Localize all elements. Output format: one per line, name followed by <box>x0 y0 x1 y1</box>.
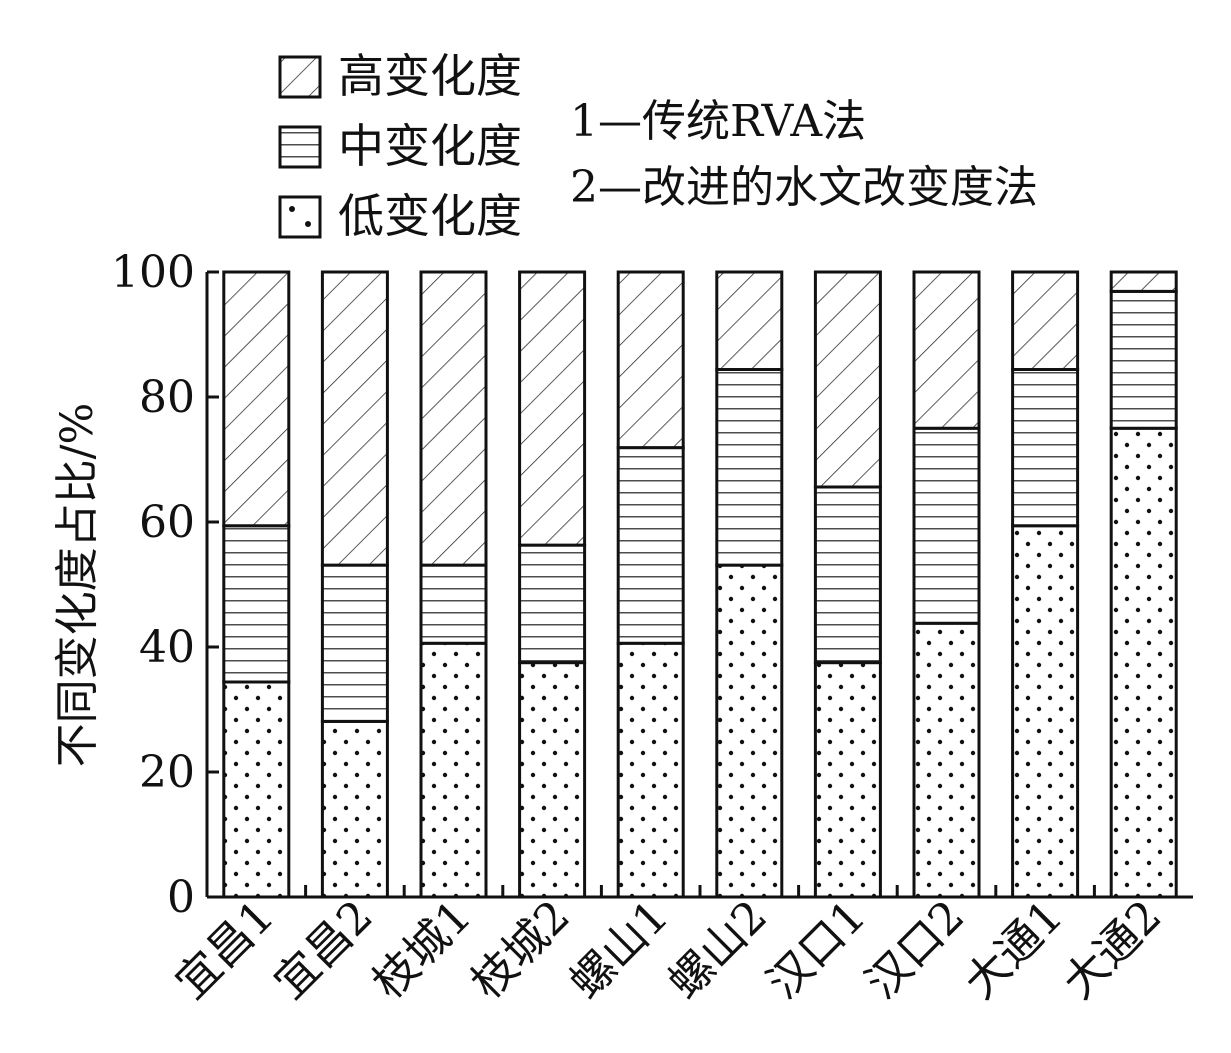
note-method-2: 2—改进的水文改变度法 <box>570 162 1038 213</box>
x-tick-label: 汉口1 <box>758 891 876 1009</box>
legend-label-high: 高变化度 <box>338 49 522 103</box>
bar-segment <box>912 270 981 430</box>
bar-stack <box>715 270 784 899</box>
bar-segment <box>222 680 291 899</box>
bar-stack <box>419 270 488 899</box>
x-tick-label: 螺山2 <box>659 891 777 1009</box>
bar-segment <box>320 719 389 899</box>
x-tick-label: 枝城1 <box>363 891 481 1009</box>
bar-segment <box>912 621 981 899</box>
bars <box>222 270 1178 899</box>
bar-segment <box>419 641 488 899</box>
bar-segment <box>518 661 587 899</box>
bar-segment <box>518 543 587 665</box>
y-tick-label: 60 <box>139 497 195 548</box>
y-tick-label: 0 <box>167 872 195 923</box>
bar-segment <box>320 563 389 723</box>
bar-segment <box>616 446 685 645</box>
bar-segment <box>222 270 291 528</box>
y-tick-label: 20 <box>139 747 195 798</box>
legend-label-low: 低变化度 <box>338 189 522 243</box>
bar-stack <box>813 270 882 899</box>
bar-segment <box>1109 289 1178 430</box>
bar-segment <box>715 270 784 371</box>
y-axis-title: 不同变化度占比/% <box>52 403 103 768</box>
bar-stack <box>1109 270 1178 899</box>
bar-segment <box>518 270 587 547</box>
bar-stack <box>912 270 981 899</box>
bar-stack <box>1011 270 1080 899</box>
bar-stack <box>616 270 685 899</box>
legend: 高变化度 中变化度 低变化度 <box>278 49 522 243</box>
bar-segment <box>813 270 882 489</box>
legend-swatch-high <box>278 55 322 99</box>
legend-swatch-low-dot <box>305 221 311 227</box>
y-tick-label: 100 <box>111 247 195 298</box>
note-method-1: 1—传统RVA法 <box>570 96 866 147</box>
legend-item-low: 低变化度 <box>278 189 522 243</box>
y-tick-label: 80 <box>139 372 195 423</box>
bar-segment <box>616 270 685 450</box>
axes: 0 20 40 60 80 100 <box>111 247 1193 923</box>
bar-segment <box>813 661 882 899</box>
bar-stack <box>222 270 291 899</box>
legend-swatch-low <box>278 195 322 239</box>
x-tick-label: 大通1 <box>955 891 1073 1009</box>
x-tick-label: 螺山1 <box>560 891 678 1009</box>
y-tick-label: 40 <box>139 622 195 673</box>
x-tick-label: 枝城2 <box>462 891 580 1009</box>
legend-item-high: 高变化度 <box>278 49 522 103</box>
bar-segment <box>813 485 882 665</box>
bar-segment <box>715 368 784 567</box>
bar-segment <box>419 563 488 645</box>
bar-segment <box>222 524 291 684</box>
bar-segment <box>1011 270 1080 371</box>
bar-segment <box>616 641 685 899</box>
bar-segment <box>1109 426 1178 899</box>
x-tick-label: 汉口2 <box>856 891 974 1009</box>
bar-segment <box>1011 368 1080 528</box>
bar-segment <box>715 563 784 899</box>
x-tick-label: 大通2 <box>1053 891 1171 1009</box>
bar-segment <box>912 426 981 625</box>
legend-swatch-mid <box>278 125 322 169</box>
x-tick-label: 宜昌2 <box>265 891 383 1009</box>
bar-segment <box>320 270 389 567</box>
bar-stack <box>518 270 587 899</box>
legend-swatch-low-dot <box>289 206 295 212</box>
bar-segment <box>419 270 488 567</box>
bar-stack <box>320 270 389 899</box>
legend-item-mid: 中变化度 <box>278 119 522 173</box>
bar-segment <box>1011 524 1080 899</box>
bar-segment <box>1109 270 1178 293</box>
legend-label-mid: 中变化度 <box>338 119 522 173</box>
